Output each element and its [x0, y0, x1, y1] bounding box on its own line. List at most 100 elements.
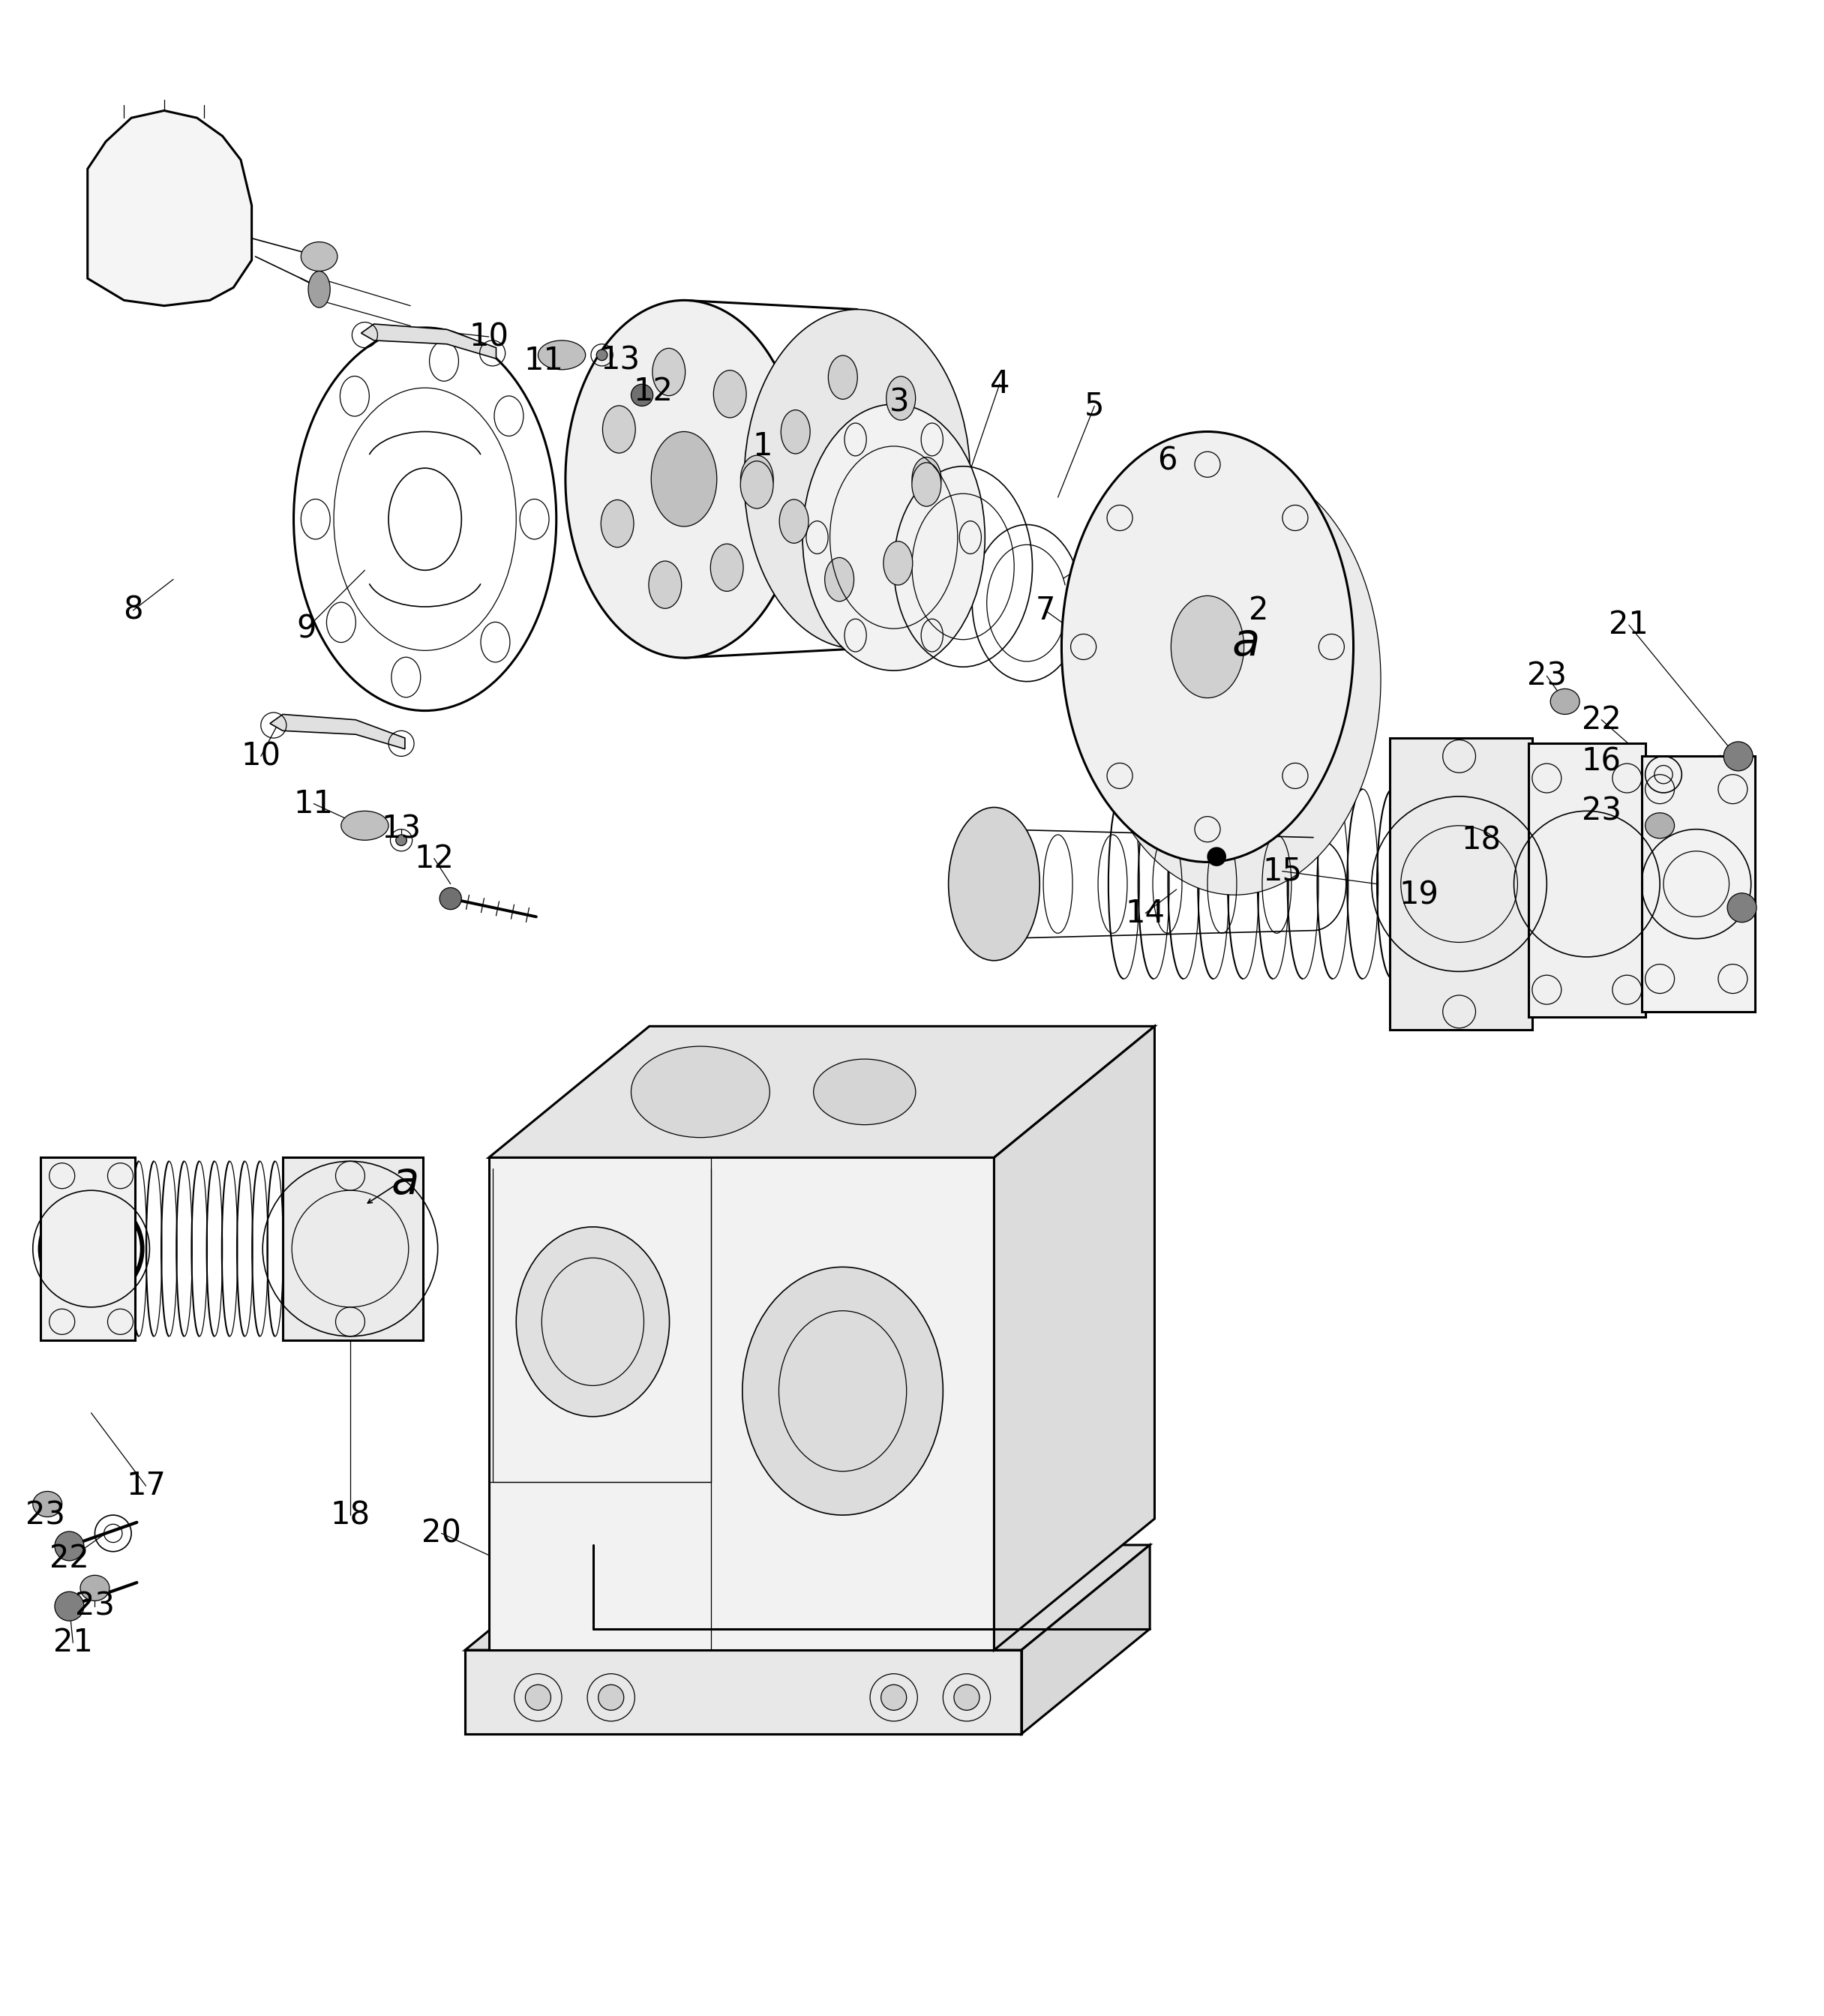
Text: 12: 12 — [414, 843, 454, 875]
Ellipse shape — [631, 385, 653, 405]
Ellipse shape — [713, 371, 746, 417]
Circle shape — [55, 1532, 84, 1560]
Ellipse shape — [341, 810, 389, 841]
Text: 1: 1 — [753, 431, 772, 462]
Circle shape — [954, 1685, 979, 1710]
Circle shape — [525, 1685, 551, 1710]
Text: 18: 18 — [1461, 825, 1501, 857]
Text: a: a — [390, 1159, 420, 1204]
Ellipse shape — [538, 341, 586, 369]
Polygon shape — [465, 1544, 1149, 1649]
Circle shape — [881, 1685, 907, 1710]
Text: 9: 9 — [297, 613, 316, 645]
Polygon shape — [489, 1026, 1155, 1157]
Text: 11: 11 — [294, 788, 334, 818]
Text: 4: 4 — [990, 369, 1009, 399]
Ellipse shape — [711, 544, 744, 591]
Text: 18: 18 — [330, 1500, 370, 1530]
Ellipse shape — [631, 1046, 770, 1137]
Text: 20: 20 — [421, 1518, 461, 1548]
Text: 22: 22 — [1581, 704, 1622, 736]
Polygon shape — [1529, 744, 1645, 1018]
Ellipse shape — [440, 887, 461, 909]
Ellipse shape — [883, 540, 912, 585]
Text: 7: 7 — [1036, 595, 1054, 627]
Ellipse shape — [651, 431, 717, 526]
Ellipse shape — [948, 806, 1040, 960]
Ellipse shape — [779, 500, 808, 542]
Ellipse shape — [781, 409, 810, 454]
Circle shape — [396, 835, 407, 845]
Ellipse shape — [803, 405, 985, 671]
Polygon shape — [465, 1649, 1021, 1734]
Text: 16: 16 — [1581, 746, 1622, 778]
Polygon shape — [994, 1026, 1155, 1649]
Text: 13: 13 — [600, 345, 640, 377]
Ellipse shape — [744, 308, 970, 649]
Ellipse shape — [33, 1492, 62, 1516]
Ellipse shape — [741, 456, 773, 502]
Text: 6: 6 — [1158, 446, 1176, 476]
Ellipse shape — [600, 500, 633, 546]
Ellipse shape — [912, 458, 941, 500]
Circle shape — [598, 1685, 624, 1710]
Polygon shape — [1390, 738, 1532, 1030]
Ellipse shape — [824, 558, 854, 601]
Ellipse shape — [1062, 431, 1353, 863]
Text: 19: 19 — [1399, 879, 1439, 911]
Ellipse shape — [742, 1266, 943, 1516]
Circle shape — [55, 1593, 84, 1621]
Ellipse shape — [1645, 812, 1674, 839]
Text: 23: 23 — [26, 1500, 66, 1530]
Ellipse shape — [1089, 464, 1381, 895]
Text: 10: 10 — [241, 740, 281, 772]
Ellipse shape — [741, 462, 773, 508]
Text: 5: 5 — [1085, 391, 1104, 421]
Polygon shape — [88, 111, 252, 306]
Ellipse shape — [1419, 780, 1474, 988]
Text: 8: 8 — [124, 595, 142, 627]
Text: 21: 21 — [53, 1627, 93, 1659]
Circle shape — [1207, 847, 1226, 865]
Ellipse shape — [886, 377, 916, 419]
Ellipse shape — [516, 1228, 669, 1417]
Text: 23: 23 — [75, 1591, 115, 1623]
Polygon shape — [489, 1157, 994, 1649]
Ellipse shape — [912, 462, 941, 506]
Text: 17: 17 — [126, 1470, 166, 1502]
Polygon shape — [40, 1157, 135, 1341]
Ellipse shape — [308, 270, 330, 308]
Text: 14: 14 — [1125, 897, 1166, 929]
Polygon shape — [1021, 1544, 1149, 1734]
Ellipse shape — [1171, 597, 1244, 698]
Text: 12: 12 — [633, 375, 673, 407]
Text: 3: 3 — [890, 387, 908, 417]
Polygon shape — [270, 714, 405, 750]
Text: 11: 11 — [523, 345, 564, 377]
Ellipse shape — [602, 405, 635, 454]
Ellipse shape — [828, 355, 857, 399]
Circle shape — [596, 349, 607, 361]
Polygon shape — [361, 325, 496, 359]
Ellipse shape — [653, 349, 686, 395]
Polygon shape — [283, 1157, 423, 1341]
Ellipse shape — [80, 1574, 109, 1601]
Ellipse shape — [1550, 689, 1580, 714]
Ellipse shape — [301, 242, 337, 270]
Circle shape — [1724, 742, 1753, 770]
Ellipse shape — [649, 560, 682, 609]
Ellipse shape — [814, 1058, 916, 1125]
Circle shape — [1727, 893, 1757, 921]
Text: 22: 22 — [49, 1542, 89, 1574]
Ellipse shape — [565, 300, 803, 657]
Text: 23: 23 — [1527, 661, 1567, 691]
Polygon shape — [1642, 756, 1755, 1012]
Text: a: a — [1231, 621, 1260, 665]
Text: 13: 13 — [381, 814, 421, 845]
Text: 2: 2 — [1249, 595, 1268, 627]
Text: 15: 15 — [1262, 855, 1302, 887]
Ellipse shape — [148, 220, 192, 256]
Text: 23: 23 — [1581, 794, 1622, 827]
Text: 10: 10 — [469, 321, 509, 353]
Text: 21: 21 — [1609, 609, 1649, 641]
